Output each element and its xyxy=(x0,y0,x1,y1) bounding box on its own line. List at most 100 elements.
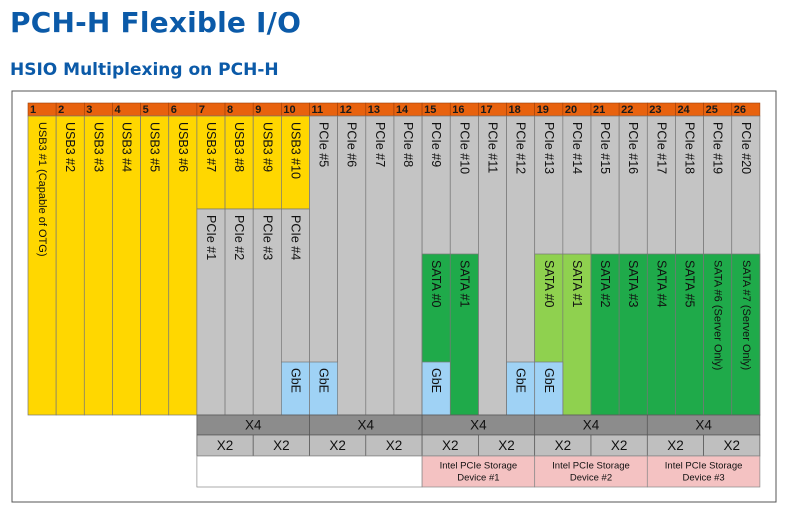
sata-port-label: SATA #7 (Server Only) xyxy=(740,260,752,370)
usb3-port-label: USB3 #3 xyxy=(91,122,105,172)
sata-port-block xyxy=(703,253,733,416)
storage-blank-cell xyxy=(196,455,423,488)
pcie-port-label: PCIe #9 xyxy=(429,122,443,167)
sata-port-label: SATA #0 xyxy=(429,260,443,308)
sata-port-label: SATA #1 xyxy=(570,260,584,308)
usb3-port-label: USB3 #9 xyxy=(260,122,274,172)
x2-label: X2 xyxy=(386,438,403,453)
pcie-port-label: PCIe #13 xyxy=(542,122,556,174)
lane-number: 13 xyxy=(368,104,380,116)
pcie-storage-device xyxy=(646,455,761,488)
x2-label: X2 xyxy=(442,438,459,453)
usb3-port-block xyxy=(168,115,198,416)
gbe-label: GbE xyxy=(429,368,443,393)
x2-label: X2 xyxy=(555,438,572,453)
pcie-port-label: PCIe #15 xyxy=(598,122,612,174)
gbe-block xyxy=(534,361,564,416)
lane-number: 10 xyxy=(283,104,295,116)
x2-label: X2 xyxy=(667,438,684,453)
x4-label: X4 xyxy=(358,418,375,433)
sata-port-block xyxy=(590,253,620,416)
usb3-port-block xyxy=(140,115,170,416)
storage-device-number: Device #3 xyxy=(682,473,724,484)
lane-number: 2 xyxy=(58,104,64,116)
pcie-port-label: PCIe #2 xyxy=(232,215,246,260)
storage-device-label: Intel PCIe Storage xyxy=(440,461,518,472)
sata-port-label: SATA #1 xyxy=(457,260,471,308)
lane-number: 12 xyxy=(340,104,352,116)
pcie-storage-device xyxy=(421,455,536,488)
x2-label: X2 xyxy=(329,438,346,453)
x2-label: X2 xyxy=(217,438,234,453)
sata-port-label: SATA #5 xyxy=(683,260,697,308)
usb3-port-label: USB3 #4 xyxy=(120,122,134,172)
lane-number: 11 xyxy=(312,104,324,116)
x2-label: X2 xyxy=(273,438,290,453)
usb3-port-block xyxy=(27,115,57,416)
pcie-port-block xyxy=(224,208,254,416)
pcie-port-block xyxy=(393,115,423,416)
pcie-port-label: PCIe #16 xyxy=(626,122,640,174)
usb3-port-block xyxy=(112,115,141,416)
sata-port-block xyxy=(731,253,761,416)
pcie-port-block xyxy=(365,115,395,416)
usb3-port-label: USB3 #5 xyxy=(148,122,162,172)
sata-port-block xyxy=(449,253,479,416)
lane-number: 6 xyxy=(171,104,177,116)
pcie-port-label: PCIe #8 xyxy=(401,122,415,167)
sata-port-block xyxy=(646,253,676,416)
gbe-label: GbE xyxy=(514,368,528,393)
sata-port-block xyxy=(675,253,704,416)
lane-number: 17 xyxy=(480,104,492,116)
storage-device-label: Intel PCIe Storage xyxy=(552,461,630,472)
sata-port-label: SATA #0 xyxy=(542,260,556,308)
pcie-port-label: PCIe #12 xyxy=(514,122,528,174)
pcie-port-label: PCIe #3 xyxy=(260,215,274,260)
pcie-port-label: PCIe #20 xyxy=(739,122,753,174)
storage-device-label: Intel PCIe Storage xyxy=(665,461,743,472)
usb3-port-block xyxy=(83,115,113,416)
usb3-port-label: USB3 #2 xyxy=(63,122,77,172)
diagram-labels: 1 2 3 4 5 6 7 8 9 10 11 12 13 14 15 16 17 18 19 20 21 22 23 24 2… xyxy=(30,104,753,484)
lane-number: 19 xyxy=(537,104,549,116)
storage-device-number: Device #2 xyxy=(570,473,612,484)
page-title: PCH-H Flexible I/O xyxy=(10,6,302,39)
pcie-port-label: PCIe #6 xyxy=(345,122,359,167)
lane-number: 23 xyxy=(649,104,661,116)
pcie-port-label: PCIe #14 xyxy=(570,122,584,174)
gbe-block xyxy=(309,361,338,416)
sata-port-label: SATA #3 xyxy=(626,260,640,308)
storage-device-number: Device #1 xyxy=(457,473,499,484)
pcie-port-label: PCIe #1 xyxy=(204,215,218,260)
pcie-port-label: PCIe #19 xyxy=(711,122,725,174)
lane-number: 22 xyxy=(621,104,633,116)
lane-number: 24 xyxy=(677,104,690,116)
usb3-port-label: USB3 #10 xyxy=(288,122,302,179)
lane-number: 9 xyxy=(255,104,261,116)
pcie-port-block xyxy=(252,208,282,416)
x4-label: X4 xyxy=(583,418,600,433)
usb3-port-label: USB3 #8 xyxy=(232,122,246,172)
usb3-port-label: USB3 #6 xyxy=(176,122,190,172)
lane-number: 3 xyxy=(86,104,92,116)
pcie-port-label: PCIe #18 xyxy=(683,122,697,174)
lane-number: 14 xyxy=(396,104,409,116)
lane-number: 18 xyxy=(509,104,521,116)
gbe-label: GbE xyxy=(288,368,302,393)
x2-label: X2 xyxy=(611,438,628,453)
x2-label: X2 xyxy=(498,438,515,453)
x4-label: X4 xyxy=(695,418,712,433)
lane-number: 16 xyxy=(452,104,464,116)
lane-number: 25 xyxy=(706,104,718,116)
pcie-port-label: PCIe #11 xyxy=(485,122,499,173)
usb3-port-label: USB3 #7 xyxy=(204,122,218,172)
x2-label: X2 xyxy=(723,438,740,453)
gbe-block xyxy=(421,361,451,416)
lane-number: 26 xyxy=(734,104,746,116)
x4-label: X4 xyxy=(470,418,487,433)
lane-number: 4 xyxy=(114,104,121,116)
gbe-label: GbE xyxy=(317,368,331,393)
lane-number: 1 xyxy=(30,104,36,116)
sata-port-label: SATA #6 (Server Only) xyxy=(712,260,724,370)
